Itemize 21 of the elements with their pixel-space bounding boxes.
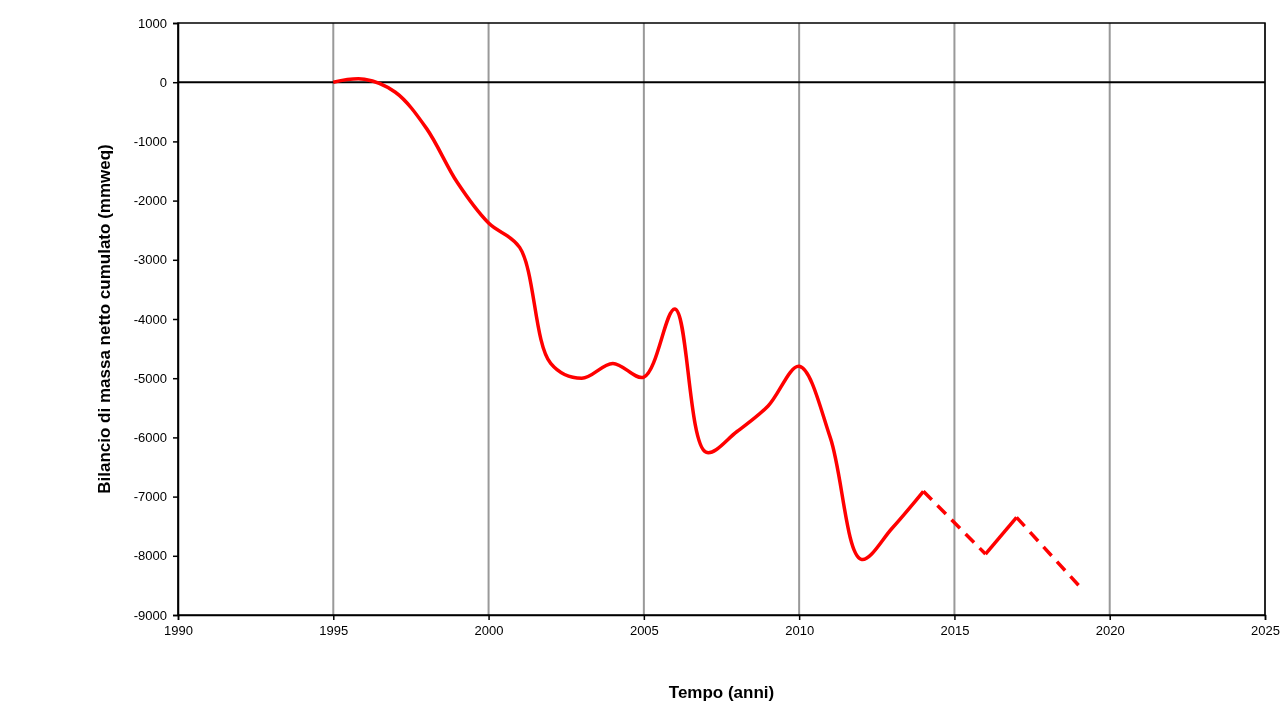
x-tick-label: 2015 <box>940 623 970 639</box>
y-tick-label: 1000 <box>138 15 167 31</box>
x-axis-title: Tempo (anni) <box>668 683 775 702</box>
x-tick-label: 2000 <box>474 623 504 639</box>
x-tick-label: 1995 <box>319 623 349 639</box>
y-tick-label: -8000 <box>133 548 167 564</box>
y-tick-label: -3000 <box>133 252 167 268</box>
x-tick-label: 2010 <box>785 623 815 639</box>
y-tick-label: -7000 <box>133 489 167 505</box>
y-tick-label: -6000 <box>133 430 167 446</box>
y-axis-title: Bilancio di massa netto cumulato (mmweq) <box>95 144 114 494</box>
y-tick-label: -4000 <box>133 311 167 327</box>
y-tick-label: -2000 <box>133 193 167 209</box>
y-tick-label: -9000 <box>133 607 167 623</box>
y-tick-label: 0 <box>159 74 167 90</box>
y-tick-label: -1000 <box>133 134 167 150</box>
y-tick-label: -5000 <box>133 370 167 386</box>
x-tick-label: 2005 <box>629 623 659 639</box>
x-tick-label: 2025 <box>1251 623 1280 639</box>
x-tick-label: 1990 <box>164 623 193 639</box>
x-tick-label: 2020 <box>1095 623 1125 639</box>
